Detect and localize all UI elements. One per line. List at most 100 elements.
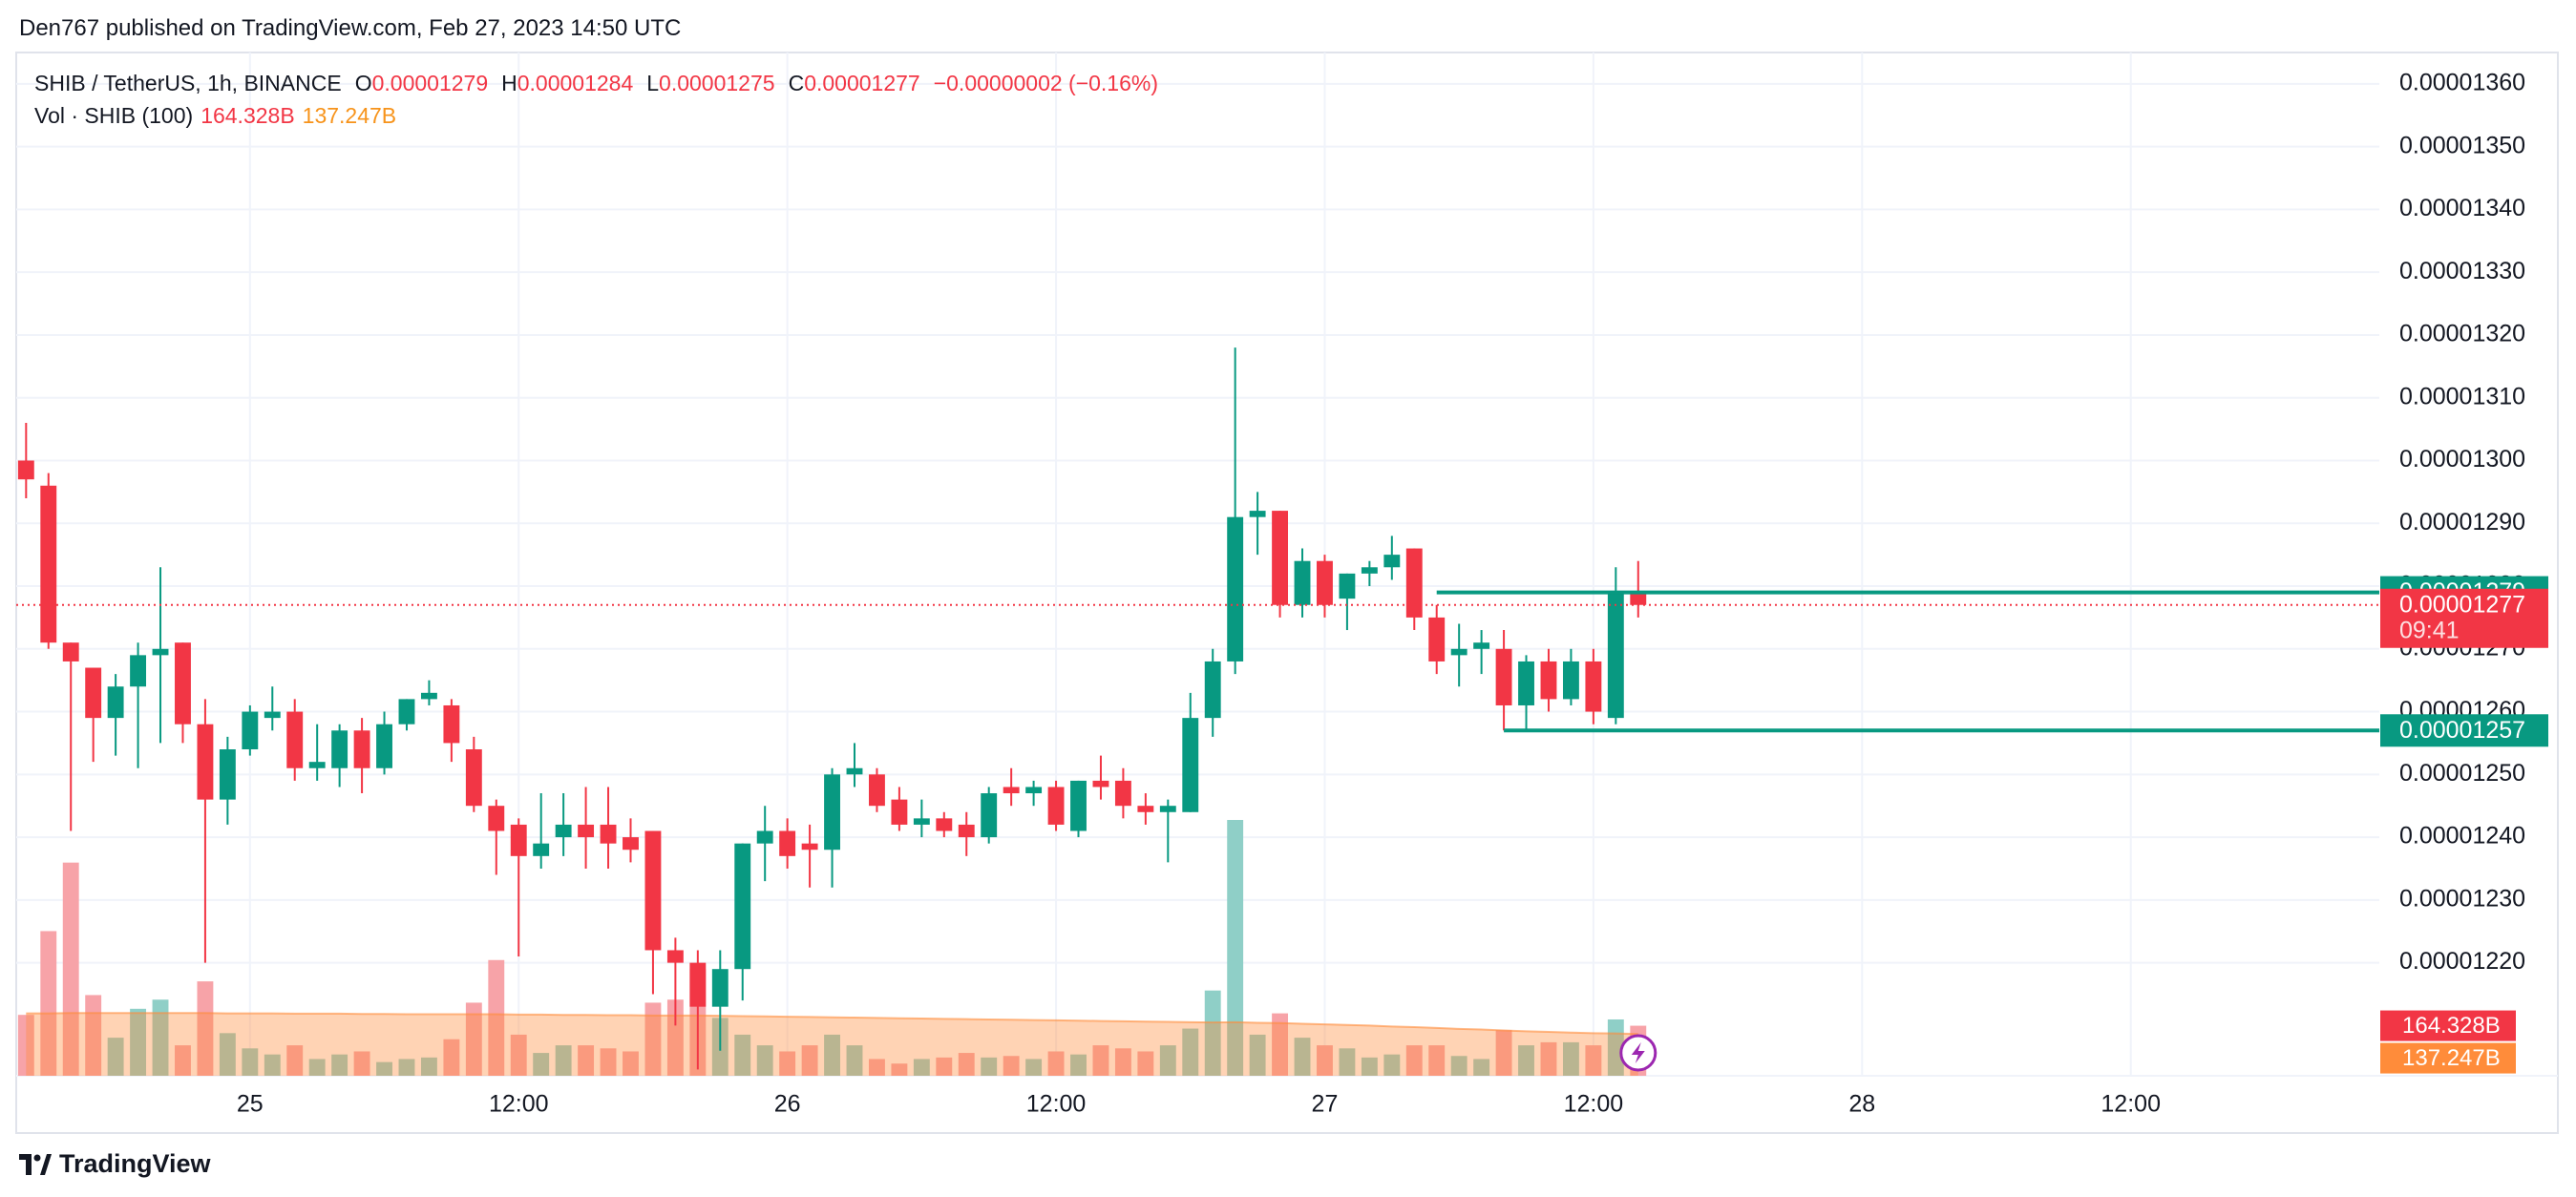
footer-brand: TradingView [59,1149,211,1178]
candle-body [308,762,326,768]
candle-body [1383,555,1401,568]
symbol: SHIB / TetherUS, 1h, BINANCE [34,71,342,95]
volume-bar [1227,820,1244,1076]
volume-bar [958,1053,975,1076]
volume-bar [420,1057,437,1076]
candle-body [1540,661,1557,700]
candle-body [1562,661,1579,700]
volume-bar [1585,1045,1602,1076]
candle-body [62,642,79,662]
candle-body [197,724,214,800]
volume-bar [846,1045,863,1076]
candle-body [1585,661,1602,712]
candle-body [398,699,415,724]
volume-bar [286,1045,304,1076]
volume-bar [1003,1056,1020,1076]
candle-body [353,730,370,768]
grid [16,52,2379,1076]
volume-value: 164.328B [201,103,295,128]
last-price-badge [2380,588,2548,648]
candle-body [1204,661,1221,719]
candle-body [1607,592,1624,719]
volume-bar [1495,1030,1512,1076]
volume-bar [578,1045,595,1076]
volume-ma-line [26,1012,1638,1036]
tradingview-logo [19,1153,52,1175]
volume-bar [1428,1045,1446,1076]
volume-pane [17,820,1647,1076]
candle-body [1518,661,1534,705]
volume-ma-badge [2380,1042,2516,1074]
x-tick-label: 12:00 [489,1091,549,1118]
volume-bar [734,1034,751,1076]
candle-body [1294,560,1311,605]
volume-ma-value: 137.247B [302,103,397,128]
candle-body [510,824,527,856]
volume-bar [756,1045,773,1076]
y-tick-label: 0.00001310 [2399,383,2525,410]
volume-bar [1540,1041,1557,1076]
x-tick-label: 27 [1312,1091,1339,1118]
volume-bar [644,1002,662,1076]
ohlc-item: O 0.00001279 [355,67,488,99]
ohlc-item: C 0.00001277 [789,67,920,99]
volume-bar [666,999,684,1076]
candle-body [130,655,147,687]
volume-bar [1249,1034,1266,1076]
volume-bar [1450,1056,1467,1076]
candle-body [555,824,572,838]
x-tick-label: 12:00 [1026,1091,1087,1118]
volume-bar [1182,1028,1199,1076]
volume-bar [197,981,214,1076]
overlays [16,590,2379,733]
candle-body [1495,648,1512,705]
candle-body [107,686,124,719]
volume-bar [130,1008,147,1076]
candle-body [623,837,639,850]
volume-bar [264,1054,281,1076]
volume-bar [1339,1048,1356,1076]
volume-bar [510,1034,527,1076]
volume-bar [981,1057,998,1076]
candle-body [1137,806,1154,812]
footer: TradingView [19,1149,211,1179]
volume-bar [1092,1045,1109,1076]
volume-bar [85,995,102,1076]
ohlc-key: H [501,71,517,95]
volume-bar [891,1063,908,1076]
volume-bar [308,1059,326,1076]
volume-bar [465,1002,482,1076]
volume-bar [1562,1041,1579,1076]
candle-body [331,730,348,768]
candle-body [1025,787,1043,794]
volume-bar [555,1045,572,1076]
volume-bar [1025,1059,1043,1076]
candle-body [1227,516,1244,662]
candle-body [1249,511,1266,517]
candle-body [1473,642,1490,649]
candle-body [465,749,482,807]
candle-body [578,824,595,838]
y-tick-label: 0.00001350 [2399,132,2525,158]
price-legend: SHIB / TetherUS, 1h, BINANCE O 0.00001279… [34,67,1158,99]
candle-body [1047,787,1065,825]
volume-bar [1518,1045,1534,1076]
price-change: −0.00000002 (−0.16%) [933,71,1159,95]
legend: SHIB / TetherUS, 1h, BINANCE O 0.00001279… [34,67,1158,132]
volume-badge [2380,1010,2516,1041]
volume-bar [801,1045,818,1076]
y-tick-label: 0.00001330 [2399,258,2525,284]
volume-bar [1405,1045,1423,1076]
volume-bar [1383,1054,1401,1076]
candle-body [1182,718,1199,812]
volume-bar [869,1059,885,1076]
chart-frame [15,52,2559,1134]
volume-bar [1114,1048,1131,1076]
candles [17,347,1647,1070]
candle-body [17,460,34,480]
volume-bar [1204,990,1221,1076]
volume-bar [242,1048,259,1076]
level-label: 0.00001257 [2399,717,2525,744]
